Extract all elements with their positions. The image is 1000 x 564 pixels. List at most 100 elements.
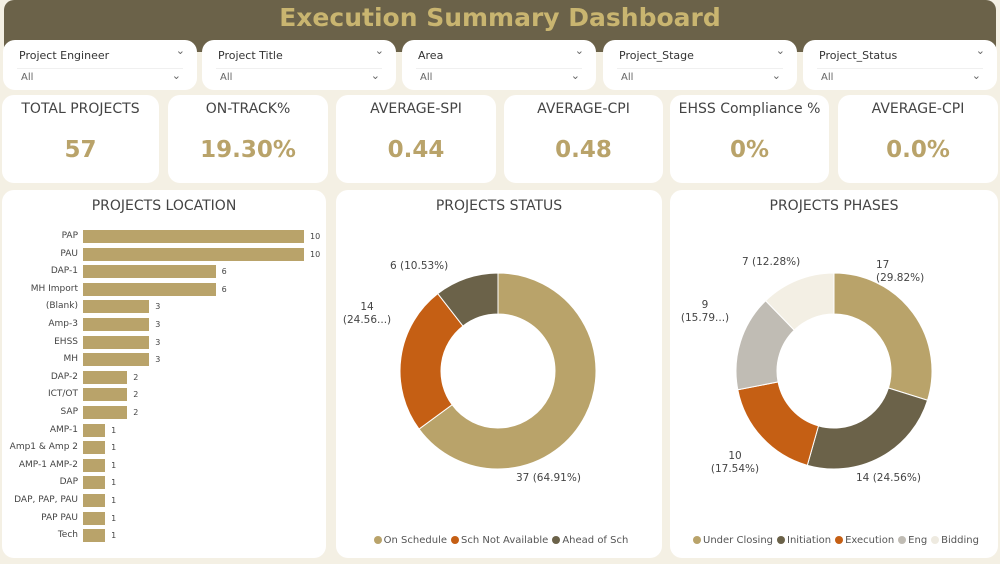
bar-category-label: MH [63,354,78,365]
filter-dropdown[interactable]: All ⌄ [617,68,783,87]
bar-category-label: ICT/OT [47,389,78,400]
chevron-down-icon[interactable]: ⌄ [971,69,981,82]
data-label: 10 (17.54%) [710,450,760,475]
bar-row: ICT/OT 2 [2,388,332,402]
legend-item[interactable]: Under Closing [689,535,773,546]
bar[interactable] [83,406,128,419]
bar-row: SAP 2 [2,406,332,420]
filter-dropdown[interactable]: All ⌄ [817,68,983,87]
legend-item[interactable]: Eng [894,535,927,546]
chevron-down-icon[interactable]: ⌄ [775,44,785,57]
bar-row: EHSS 3 [2,335,332,350]
chevron-down-icon[interactable]: ⌄ [574,44,584,57]
bar-value-label: 3 [155,337,161,347]
bar-category-label: Amp1 & Amp 2 [9,442,78,453]
filter-dropdown[interactable]: All ⌄ [416,68,582,87]
bar-value-label: 1 [111,513,117,523]
filter-project-stage[interactable]: Project_Stage ⌄ All ⌄ [603,40,797,90]
bar-value-label: 2 [133,390,139,400]
bar[interactable] [83,282,216,296]
donut-slice-under-closing[interactable] [833,272,933,401]
chart-title: PROJECTS LOCATION [91,198,237,214]
bar-row: Amp1 & Amp 2 1 [2,441,332,455]
kpi-label: AVERAGE-CPI [871,101,965,117]
bar[interactable] [83,300,150,314]
bar-category-label: DAP-2 [50,371,78,382]
chevron-down-icon[interactable]: ⌄ [570,69,580,82]
legend-item[interactable]: Bidding [927,535,979,546]
bar[interactable] [83,476,106,490]
bar[interactable] [83,318,150,331]
bar[interactable] [83,230,304,243]
donut-slice-initiation[interactable] [806,387,929,470]
chevron-down-icon[interactable]: ⌄ [374,44,384,57]
bar-value-label: 2 [133,408,139,417]
bar-row: AMP-1 AMP-2 1 [2,458,332,473]
filter-label: Project_Status [819,49,898,62]
bar[interactable] [83,494,106,507]
bar[interactable] [83,458,106,472]
kpi-label: AVERAGE-CPI [537,101,630,117]
bar-value-label: 2 [133,372,139,382]
bar-row: PAP 10 [2,230,332,244]
legend-item[interactable]: Ahead of Sch [548,535,628,546]
donut-slice-ahead-of-sch[interactable] [437,272,499,327]
donut-slice-sch-not-available[interactable] [399,292,464,430]
bar-value-label: 3 [155,302,161,312]
projects-status-panel: PROJECTS STATUS 37 (64.91%) 14 (24.56...)… [336,190,662,558]
donut-slice-bidding[interactable] [764,272,835,331]
filter-area[interactable]: Area ⌄ All ⌄ [402,40,596,90]
bar[interactable] [83,529,106,543]
kpi-value: 0.48 [555,137,612,163]
legend-item[interactable]: Initiation [773,535,831,546]
chevron-down-icon[interactable]: ⌄ [771,69,781,82]
legend-item[interactable]: Execution [831,535,894,546]
bar-row: MH Import 6 [2,282,332,297]
bar[interactable] [83,388,128,402]
bar[interactable] [83,247,304,261]
bar-category-label: Tech [57,530,78,541]
filter-dropdown[interactable]: All ⌄ [17,68,183,87]
legend: Under Closing Initiation Execution Eng Biddi… [670,535,998,546]
bar-row: MH 3 [2,353,332,367]
kpi-value: 19.30% [200,137,296,163]
kpi-label: EHSS Compliance % [678,101,821,117]
bar[interactable] [83,335,150,349]
filter-project-engineer[interactable]: Project Engineer ⌄ All ⌄ [3,40,197,90]
legend-item[interactable]: On Schedule [370,535,447,546]
donut-chart [399,272,597,470]
donut-slice-on-schedule[interactable] [418,272,597,470]
bar-category-label: DAP-1 [50,266,78,277]
filter-project-status[interactable]: Project_Status ⌄ All ⌄ [803,40,997,90]
bar-category-label: (Blank) [45,301,78,312]
filter-dropdown[interactable]: All ⌄ [216,68,382,87]
bar-category-label: PAU [60,248,78,259]
kpi-card: TOTAL PROJECTS 57 [2,95,159,183]
bar-row: DAP 1 [2,476,332,490]
bar[interactable] [83,265,216,279]
filter-value: All [621,72,634,83]
bar[interactable] [83,370,128,384]
bar-value-label: 1 [111,531,117,541]
data-label: 7 (12.28%) [742,256,801,268]
bar[interactable] [83,511,106,525]
filter-project-title[interactable]: Project Title ⌄ All ⌄ [202,40,396,90]
bar[interactable] [83,441,106,455]
chevron-down-icon[interactable]: ⌄ [975,44,985,57]
bar-row: Amp-3 3 [2,318,332,332]
kpi-value: 57 [64,137,97,163]
bar[interactable] [83,423,106,437]
legend-item[interactable]: Sch Not Available [447,535,548,546]
bar[interactable] [83,353,150,367]
bar-row: DAP-1 6 [2,265,332,279]
chevron-down-icon[interactable]: ⌄ [171,69,181,82]
projects-location-panel: PROJECTS LOCATION PAP 10 PAU 10 DAP-1 6 … [2,190,326,558]
bar-value-label: 10 [310,232,321,241]
page-title: Execution Summary Dashboard [279,3,721,32]
chevron-down-icon[interactable]: ⌄ [175,44,185,57]
bar-category-label: PAP PAU [41,512,78,523]
data-label: 14 (24.56%) [856,472,921,484]
legend-dot-icon [693,536,702,544]
chevron-down-icon[interactable]: ⌄ [370,69,380,82]
filter-label: Project Title [218,49,283,62]
